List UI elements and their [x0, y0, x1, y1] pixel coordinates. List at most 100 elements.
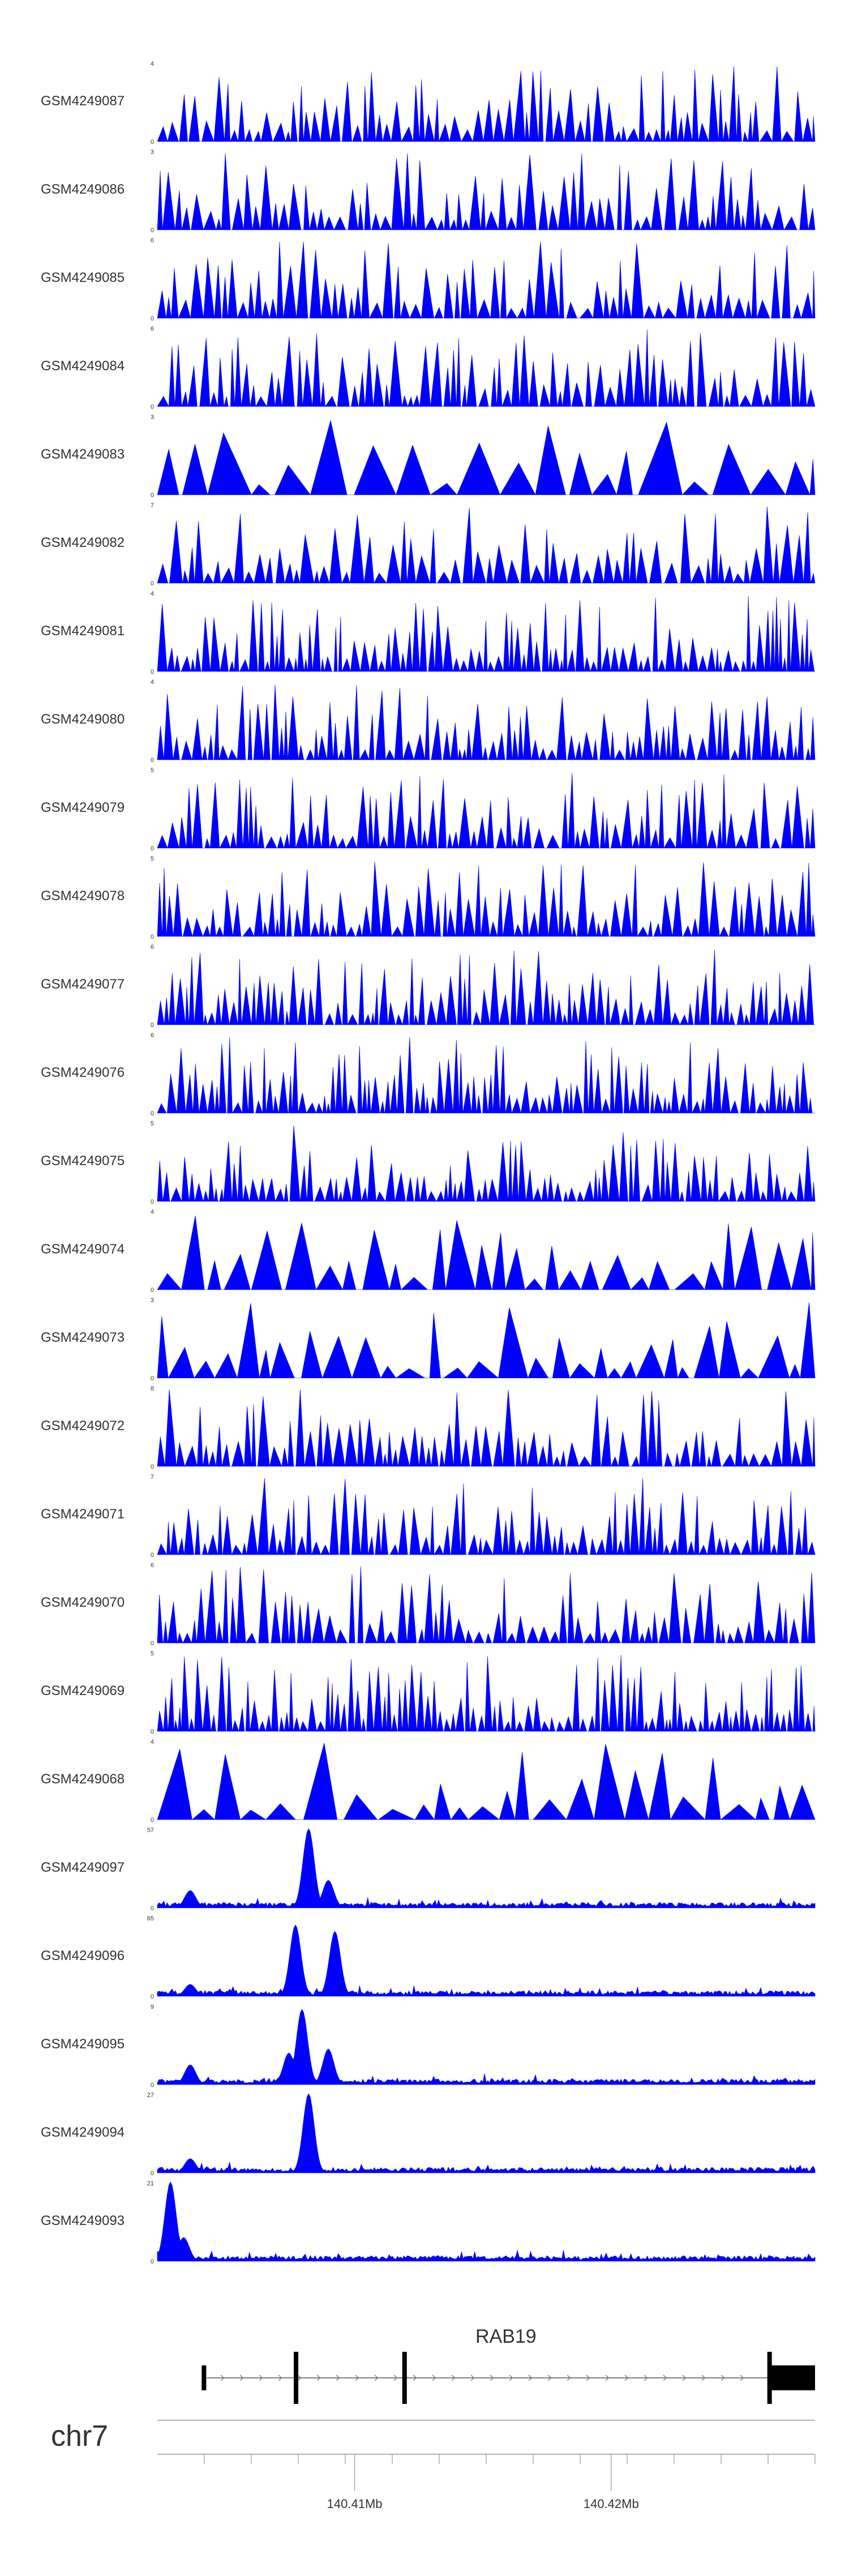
- signal-area: [157, 506, 816, 584]
- track-ymax-label: 5: [151, 1120, 154, 1127]
- strand-arrow-icon: [663, 2374, 667, 2381]
- strand-arrow-icon: [259, 2374, 263, 2381]
- track-ymax-label: 3: [151, 414, 154, 421]
- signal-area: [157, 1743, 816, 1820]
- strand-arrow-icon: [624, 2374, 628, 2381]
- track-ymin-label: 0: [151, 1464, 154, 1470]
- track-GSM4249077: GSM4249077 6 0: [41, 944, 815, 1029]
- signal-area: [157, 2009, 816, 2085]
- track-ymin-label: 0: [151, 757, 154, 764]
- track-ymin-label: 0: [151, 1905, 154, 1912]
- signal-area: [157, 241, 816, 319]
- track-GSM4249095: GSM4249095 9 0: [41, 2004, 816, 2089]
- signal-area: [157, 1037, 815, 1114]
- signal-area: [157, 1478, 816, 1556]
- strand-arrow-icon: [316, 2374, 320, 2381]
- track-GSM4249071: GSM4249071 7 0: [41, 1474, 816, 1559]
- track-ymin-label: 0: [151, 2258, 154, 2265]
- track-ymin-label: 0: [151, 1993, 154, 2000]
- track-ymax-label: 4: [151, 61, 154, 67]
- track-GSM4249085: GSM4249085 6 0: [41, 237, 816, 322]
- track-ymin-label: 0: [151, 492, 154, 499]
- track-ymin-label: 0: [151, 580, 154, 587]
- track-ymax-label: 7: [151, 1474, 154, 1480]
- track-GSM4249078: GSM4249078 5 0: [41, 855, 816, 940]
- track-ymax-label: 5: [151, 1650, 154, 1657]
- track-label: GSM4249096: [41, 1948, 125, 1963]
- strand-arrow-icon: [393, 2374, 397, 2381]
- signal-area: [157, 153, 816, 231]
- track-ymin-label: 0: [151, 1817, 154, 1824]
- signal-area: [157, 1125, 816, 1203]
- track-label: GSM4249087: [41, 93, 125, 109]
- track-ymax-label: 57: [147, 1827, 154, 1834]
- track-GSM4249087: GSM4249087 4 0: [41, 61, 816, 146]
- signal-area: [157, 949, 815, 1026]
- strand-arrow-icon: [336, 2374, 340, 2381]
- track-GSM4249086: GSM4249086 3 0: [41, 149, 816, 234]
- signal-area: [157, 1302, 816, 1379]
- track-label: GSM4249095: [41, 2036, 125, 2052]
- strand-arrow-icon: [413, 2374, 417, 2381]
- strand-arrow-icon: [509, 2374, 513, 2381]
- strand-arrow-icon: [239, 2374, 243, 2381]
- track-GSM4249080: GSM4249080 4 0: [41, 679, 816, 764]
- track-GSM4249076: GSM4249076 6 0: [41, 1032, 815, 1117]
- track-ymin-label: 0: [151, 404, 154, 410]
- signal-area: [157, 1924, 816, 1997]
- signal-area: [157, 420, 816, 495]
- axis-tick-label: 140.41Mb: [327, 2497, 383, 2511]
- track-label: GSM4249072: [41, 1418, 125, 1434]
- track-ymax-label: 21: [147, 2180, 154, 2187]
- signal-area: [157, 66, 816, 143]
- signal-area: [157, 596, 815, 673]
- track-ymax-label: 4: [151, 590, 154, 597]
- strand-arrow-icon: [721, 2374, 724, 2381]
- strand-arrow-icon: [567, 2374, 571, 2381]
- strand-arrow-icon: [470, 2374, 474, 2381]
- track-ymin-label: 0: [151, 2082, 154, 2089]
- strand-arrow-icon: [701, 2374, 705, 2381]
- gene-exon: [201, 2365, 207, 2390]
- track-GSM4249081: GSM4249081 4 0: [41, 590, 815, 675]
- track-ymin-label: 0: [151, 1640, 154, 1647]
- track-label: GSM4249084: [41, 358, 125, 374]
- track-label: GSM4249085: [41, 270, 125, 285]
- track-ymin-label: 0: [151, 227, 154, 234]
- track-ymin-label: 0: [151, 845, 154, 852]
- strand-arrow-icon: [451, 2374, 455, 2381]
- strand-arrow-icon: [355, 2374, 359, 2381]
- strand-arrow-icon: [547, 2374, 551, 2381]
- signal-area: [157, 1216, 816, 1290]
- gene-exon: [294, 2352, 299, 2404]
- track-label: GSM4249080: [41, 712, 125, 727]
- track-GSM4249084: GSM4249084 6 0: [41, 326, 816, 410]
- gene-model: RAB19: [201, 2326, 815, 2404]
- track-ymin-label: 0: [151, 2170, 154, 2177]
- track-ymax-label: 65: [147, 1915, 154, 1922]
- track-label: GSM4249093: [41, 2213, 125, 2228]
- signal-area: [157, 1655, 816, 1732]
- track-label: GSM4249097: [41, 1860, 125, 1875]
- track-GSM4249082: GSM4249082 7 0: [41, 502, 816, 587]
- track-ymax-label: 8: [151, 1385, 154, 1392]
- track-label: GSM4249081: [41, 623, 125, 639]
- track-ymin-label: 0: [151, 1728, 154, 1735]
- signal-area: [157, 1828, 816, 1909]
- track-ymax-label: 4: [151, 1739, 154, 1745]
- track-label: GSM4249070: [41, 1595, 125, 1610]
- track-ymax-label: 9: [151, 2004, 154, 2010]
- strand-arrow-icon: [432, 2374, 436, 2381]
- track-label: GSM4249083: [41, 447, 125, 462]
- strand-arrow-icon: [528, 2374, 532, 2381]
- track-ymin-label: 0: [151, 669, 154, 675]
- track-ymax-label: 6: [151, 1032, 154, 1039]
- strand-arrow-icon: [490, 2374, 494, 2381]
- track-ymin-label: 0: [151, 1199, 154, 1205]
- track-ymax-label: 4: [151, 679, 154, 686]
- strand-arrow-icon: [586, 2374, 590, 2381]
- track-label: GSM4249078: [41, 888, 125, 904]
- track-GSM4249070: GSM4249070 6 0: [41, 1562, 816, 1647]
- signal-area: [157, 1566, 816, 1644]
